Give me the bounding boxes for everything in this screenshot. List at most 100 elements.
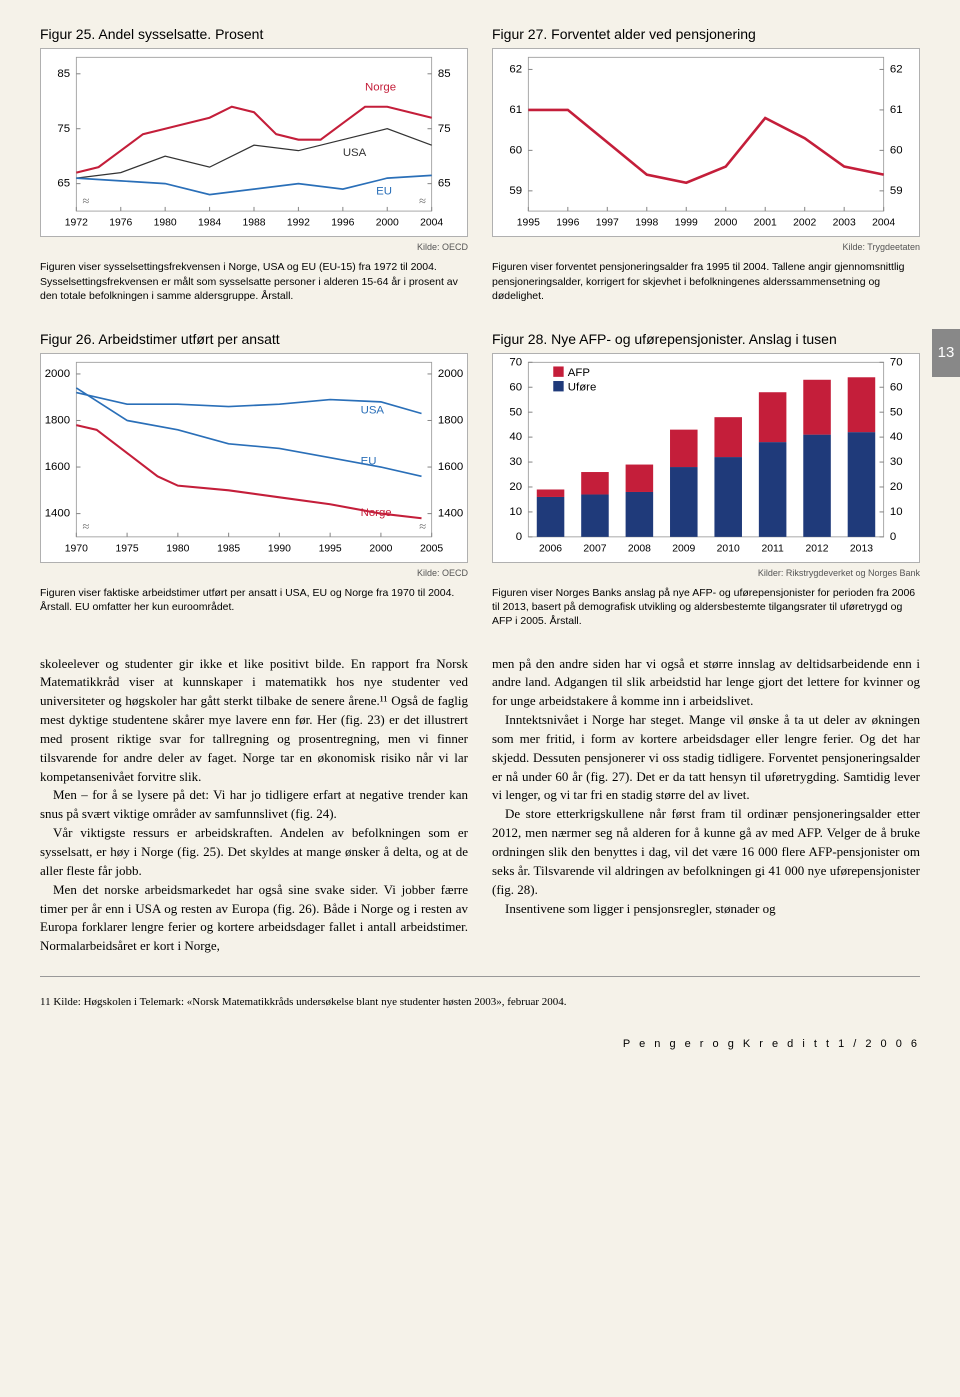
svg-text:85: 85 xyxy=(438,68,451,80)
svg-text:2000: 2000 xyxy=(438,368,463,380)
svg-text:2006: 2006 xyxy=(539,544,562,555)
svg-text:1976: 1976 xyxy=(109,218,132,229)
svg-text:1972: 1972 xyxy=(65,218,88,229)
svg-text:2002: 2002 xyxy=(793,218,816,229)
svg-text:70: 70 xyxy=(509,357,522,369)
svg-text:60: 60 xyxy=(509,382,522,394)
svg-text:≈: ≈ xyxy=(83,520,90,534)
svg-text:2000: 2000 xyxy=(714,218,737,229)
svg-text:50: 50 xyxy=(509,406,522,418)
svg-text:Norge: Norge xyxy=(361,507,392,519)
svg-text:1995: 1995 xyxy=(517,218,540,229)
fig27-caption: Figuren viser forventet pensjoneringsald… xyxy=(492,260,920,303)
left-body-text: skoleelever og studenter gir ikke et lik… xyxy=(40,655,468,957)
svg-text:10: 10 xyxy=(509,506,522,518)
svg-text:EU: EU xyxy=(361,456,377,468)
fig27-chart: 5959606061616262199519961997199819992000… xyxy=(492,48,920,237)
svg-text:≈: ≈ xyxy=(419,194,426,208)
body-paragraph: Vår viktigste ressurs er arbeidskraften.… xyxy=(40,824,468,881)
svg-text:AFP: AFP xyxy=(568,367,590,379)
publication-footer: P e n g e r o g K r e d i t t 1 / 2 0 0 … xyxy=(40,1037,920,1053)
svg-text:62: 62 xyxy=(509,64,522,76)
svg-text:2009: 2009 xyxy=(672,544,695,555)
svg-text:1997: 1997 xyxy=(596,218,619,229)
fig25-chart: 6565757585851972197619801984198819921996… xyxy=(40,48,468,237)
svg-text:1988: 1988 xyxy=(242,218,265,229)
svg-text:≈: ≈ xyxy=(419,520,426,534)
svg-text:2013: 2013 xyxy=(850,544,873,555)
fig26-chart: 1400140016001600180018002000200019701975… xyxy=(40,353,468,563)
svg-text:1998: 1998 xyxy=(635,218,658,229)
svg-text:1980: 1980 xyxy=(154,218,177,229)
svg-text:1400: 1400 xyxy=(45,508,70,520)
svg-text:1980: 1980 xyxy=(166,544,189,555)
body-paragraph: Men det norske arbeidsmarkedet har også … xyxy=(40,881,468,956)
svg-text:2010: 2010 xyxy=(717,544,740,555)
body-paragraph: Insentivene som ligger i pensjonsregler,… xyxy=(492,900,920,919)
svg-text:2005: 2005 xyxy=(420,544,443,555)
figure-28-block: 13 Figur 28. Nye AFP- og uførepensjonist… xyxy=(492,329,920,637)
svg-text:1992: 1992 xyxy=(287,218,310,229)
body-paragraph: De store etterkrigskullene når først fra… xyxy=(492,805,920,899)
svg-text:59: 59 xyxy=(509,185,522,197)
body-paragraph: skoleelever og studenter gir ikke et lik… xyxy=(40,655,468,787)
svg-text:1984: 1984 xyxy=(198,218,221,229)
svg-text:10: 10 xyxy=(890,506,903,518)
fig26-caption: Figuren viser faktiske arbeidstimer utfø… xyxy=(40,586,468,614)
svg-text:20: 20 xyxy=(509,481,522,493)
svg-text:1985: 1985 xyxy=(217,544,240,555)
svg-text:1800: 1800 xyxy=(438,415,463,427)
svg-text:1970: 1970 xyxy=(65,544,88,555)
svg-text:EU: EU xyxy=(376,186,392,198)
svg-text:2000: 2000 xyxy=(376,218,399,229)
svg-text:70: 70 xyxy=(890,357,903,369)
svg-text:50: 50 xyxy=(890,406,903,418)
svg-text:65: 65 xyxy=(57,178,70,190)
svg-text:59: 59 xyxy=(890,185,903,197)
fig28-chart: 0010102020303040405050606070702006200720… xyxy=(492,353,920,563)
fig28-caption: Figuren viser Norges Banks anslag på nye… xyxy=(492,586,920,629)
svg-text:2007: 2007 xyxy=(583,544,606,555)
svg-text:1975: 1975 xyxy=(116,544,139,555)
page-number-badge: 13 xyxy=(932,329,960,377)
body-paragraph: Inntektsnivået i Norge har steget. Mange… xyxy=(492,711,920,805)
svg-text:2011: 2011 xyxy=(761,544,784,555)
fig28-source: Kilder: Rikstrygdeverket og Norges Bank xyxy=(492,567,920,580)
svg-text:2003: 2003 xyxy=(833,218,856,229)
svg-text:60: 60 xyxy=(890,382,903,394)
svg-text:61: 61 xyxy=(890,104,903,116)
svg-text:2004: 2004 xyxy=(872,218,895,229)
footnote: 11 Kilde: Høgskolen i Telemark: «Norsk M… xyxy=(40,976,920,1011)
svg-text:0: 0 xyxy=(516,531,522,543)
fig27-source: Kilde: Trygdeetaten xyxy=(492,241,920,254)
fig25-title: Figur 25. Andel sysselsatte. Prosent xyxy=(40,24,468,44)
svg-text:USA: USA xyxy=(361,405,385,417)
svg-text:85: 85 xyxy=(57,68,70,80)
svg-text:30: 30 xyxy=(509,456,522,468)
svg-text:61: 61 xyxy=(509,104,522,116)
svg-text:1600: 1600 xyxy=(45,461,70,473)
figure-27-block: Figur 27. Forventet alder ved pensjoneri… xyxy=(492,24,920,311)
svg-text:2001: 2001 xyxy=(754,218,777,229)
svg-text:1990: 1990 xyxy=(268,544,291,555)
svg-text:1600: 1600 xyxy=(438,461,463,473)
fig28-title: Figur 28. Nye AFP- og uførepensjonister.… xyxy=(492,329,920,349)
svg-text:75: 75 xyxy=(438,123,451,135)
right-body-text: men på den andre siden har vi også et st… xyxy=(492,655,920,957)
body-paragraph: men på den andre siden har vi også et st… xyxy=(492,655,920,712)
svg-text:1800: 1800 xyxy=(45,415,70,427)
fig26-title: Figur 26. Arbeidstimer utført per ansatt xyxy=(40,329,468,349)
svg-text:20: 20 xyxy=(890,481,903,493)
svg-text:Norge: Norge xyxy=(365,82,396,94)
svg-text:1400: 1400 xyxy=(438,508,463,520)
svg-text:2008: 2008 xyxy=(628,544,651,555)
svg-text:60: 60 xyxy=(890,145,903,157)
body-paragraph: Men – for å se lysere på det: Vi har jo … xyxy=(40,786,468,824)
svg-text:2012: 2012 xyxy=(805,544,828,555)
svg-text:1995: 1995 xyxy=(319,544,342,555)
svg-text:Uføre: Uføre xyxy=(568,382,597,394)
svg-text:40: 40 xyxy=(509,431,522,443)
svg-text:USA: USA xyxy=(343,147,367,159)
svg-text:62: 62 xyxy=(890,64,903,76)
svg-text:40: 40 xyxy=(890,431,903,443)
